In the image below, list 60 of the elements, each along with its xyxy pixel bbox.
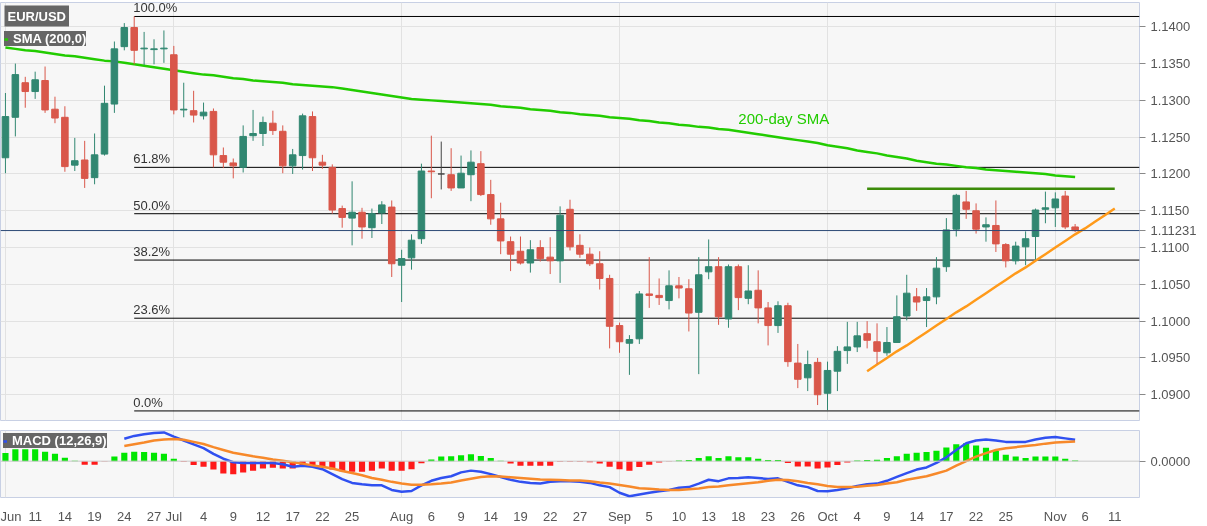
x-tick-label: Oct bbox=[817, 508, 839, 524]
x-tick-label: 9 bbox=[229, 508, 237, 524]
x-tick-label: 6 bbox=[427, 508, 435, 524]
x-tick-label: 22 bbox=[968, 508, 984, 524]
y-tick-label: 1.1100 bbox=[1150, 240, 1190, 256]
x-tick-label: 26 bbox=[790, 508, 806, 524]
x-tick-label: 11 bbox=[1107, 508, 1122, 524]
y-tick-label: 1.1050 bbox=[1150, 276, 1191, 292]
x-tick-label: 27 bbox=[146, 508, 162, 524]
annotation: 50.0% bbox=[133, 197, 171, 213]
x-tick-label: 14 bbox=[483, 508, 498, 524]
x-tick-label: 23 bbox=[760, 508, 776, 524]
annotation: 38.2% bbox=[133, 244, 171, 260]
x-tick-label: 22 bbox=[315, 508, 330, 524]
x-tick-label: 25 bbox=[998, 508, 1014, 524]
x-tick-label: 9 bbox=[883, 508, 891, 524]
x-tick-label: 18 bbox=[731, 508, 746, 524]
x-tick-label: 10 bbox=[671, 508, 687, 524]
y-tick-label: 1.0900 bbox=[1150, 387, 1191, 403]
x-tick-label: 14 bbox=[57, 508, 73, 524]
x-tick-label: 25 bbox=[344, 508, 360, 524]
x-tick-label: 24 bbox=[117, 508, 132, 524]
annotation: 200-day SMA bbox=[738, 110, 830, 128]
ref-line-label: 1.11231 bbox=[1150, 223, 1197, 239]
x-tick-label: 17 bbox=[939, 508, 954, 524]
x-tick-label: 19 bbox=[513, 508, 528, 524]
legend-label: MACD (12,26,9) bbox=[12, 433, 107, 448]
x-tick-label: Aug bbox=[390, 508, 414, 524]
x-tick-label: Jul bbox=[165, 508, 183, 524]
text: EUR/USD bbox=[7, 8, 67, 24]
y-tick-label: 1.1200 bbox=[1150, 166, 1191, 182]
legend-label: SMA (200,0) bbox=[13, 31, 87, 46]
x-tick-label: 27 bbox=[572, 508, 588, 524]
annotation: 0.0% bbox=[133, 394, 164, 410]
annotation: 100.0% bbox=[133, 0, 178, 16]
x-tick-label: 14 bbox=[909, 508, 924, 524]
y-tick-label: 1.1300 bbox=[1150, 92, 1191, 108]
x-tick-label: Nov bbox=[1043, 508, 1068, 524]
y-tick-label: 1.1150 bbox=[1150, 203, 1190, 219]
x-tick-label: 4 bbox=[853, 508, 861, 524]
annotation: 61.8% bbox=[133, 151, 171, 167]
y-tick-label: 1.1000 bbox=[1150, 313, 1191, 329]
x-tick-label: 13 bbox=[701, 508, 716, 524]
x-tick-label: 12 bbox=[255, 508, 271, 524]
text: 0.0000 bbox=[1150, 453, 1191, 469]
x-tick-label: 4 bbox=[199, 508, 208, 524]
annotation: 23.6% bbox=[133, 302, 171, 318]
y-tick-label: 1.0950 bbox=[1150, 350, 1191, 366]
x-tick-label: 9 bbox=[457, 508, 465, 524]
x-tick-label: 6 bbox=[1081, 508, 1089, 524]
x-tick-label: 17 bbox=[285, 508, 300, 524]
x-tick-label: 19 bbox=[87, 508, 102, 524]
x-tick-label: 22 bbox=[542, 508, 558, 524]
x-tick-label: 11 bbox=[28, 508, 42, 524]
y-tick-label: 1.1250 bbox=[1150, 129, 1191, 145]
y-tick-label: 1.1350 bbox=[1150, 56, 1191, 72]
x-tick-label: Jun bbox=[0, 508, 22, 524]
y-tick-label: 1.1400 bbox=[1150, 19, 1191, 35]
x-tick-label: Sep bbox=[607, 508, 632, 524]
x-tick-label: 5 bbox=[645, 508, 653, 524]
